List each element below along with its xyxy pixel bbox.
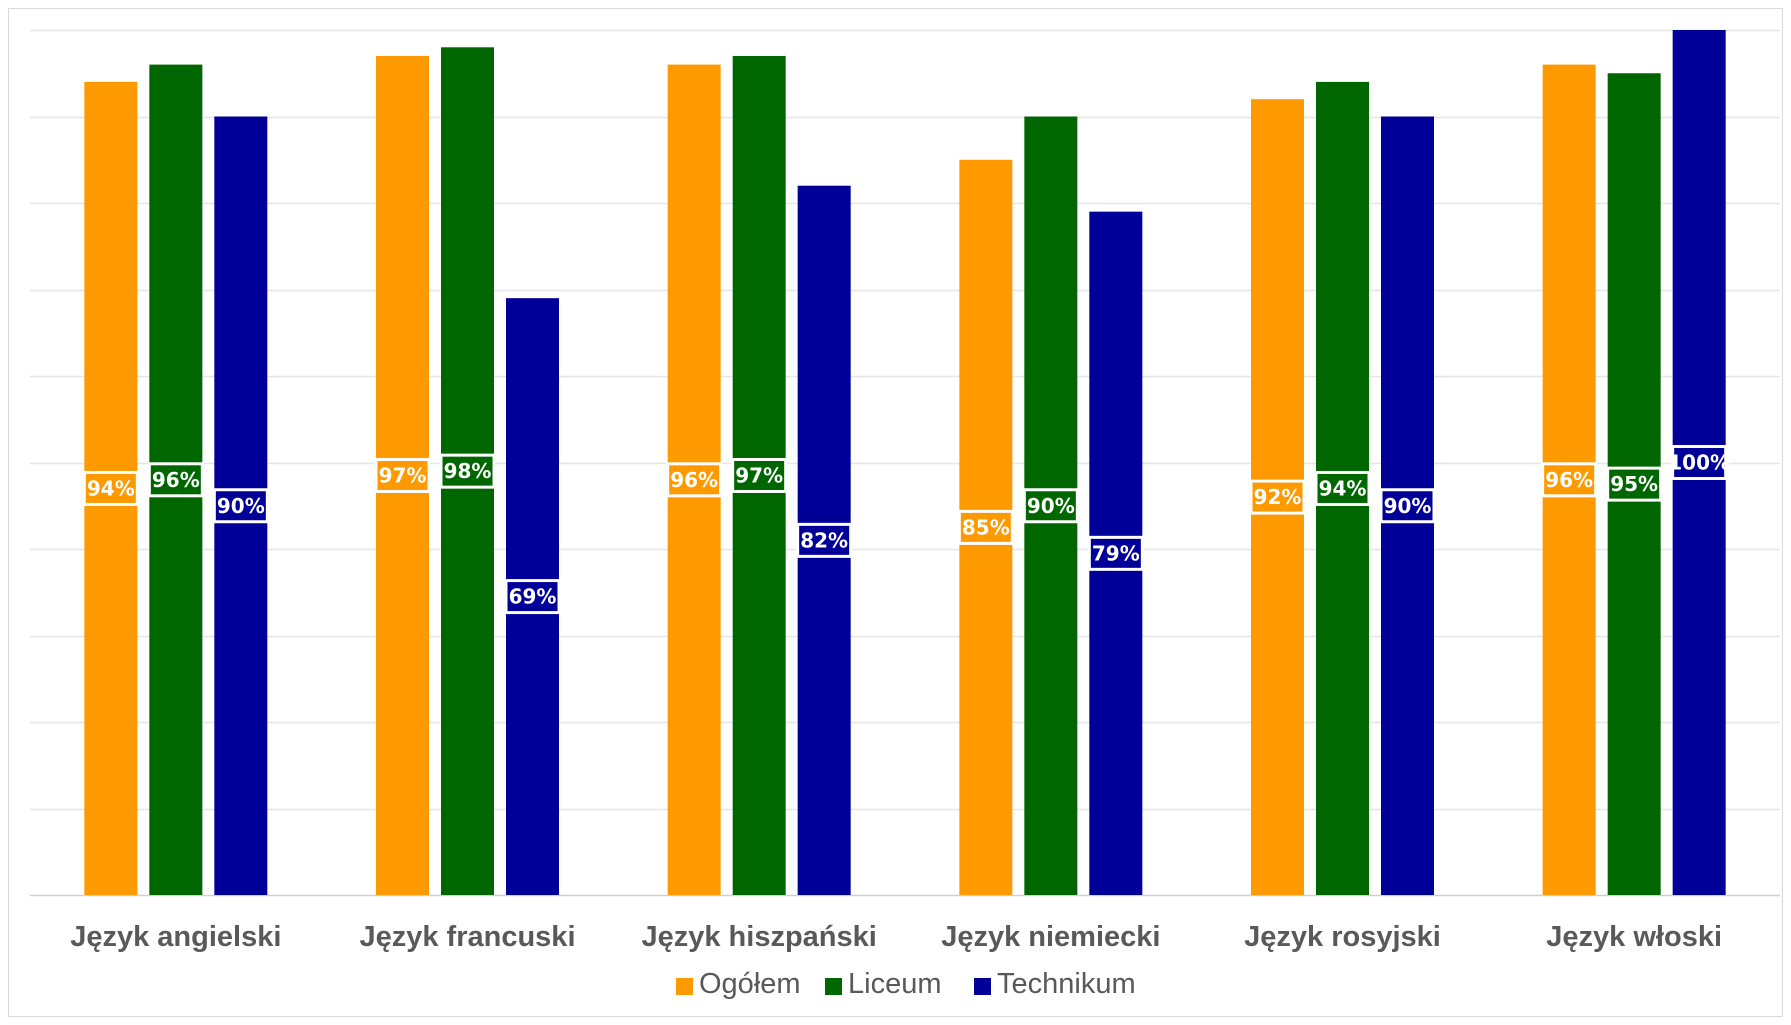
category-label: Język francuski: [359, 921, 575, 953]
data-label: 100%: [1668, 451, 1730, 475]
data-label: 90%: [1027, 494, 1075, 518]
data-label: 90%: [217, 494, 265, 518]
data-label-box: [212, 488, 269, 524]
data-label-box: [1022, 488, 1079, 524]
legend-swatch: [676, 978, 693, 995]
data-label: 69%: [509, 585, 557, 609]
data-label-box: [666, 462, 723, 498]
legend-swatch: [825, 978, 842, 995]
legend-entry: Liceum: [848, 968, 942, 1000]
data-label-box: [731, 457, 788, 493]
data-label-box: [796, 522, 853, 558]
category-label: Język angielski: [70, 921, 281, 953]
data-label: 95%: [1610, 472, 1658, 496]
chart-frame: [8, 8, 1783, 1017]
data-label: 98%: [444, 459, 492, 483]
data-label-box: [1314, 470, 1371, 506]
data-label: 82%: [800, 528, 848, 552]
category-label: Język hiszpański: [641, 921, 876, 953]
data-label-box: [1606, 466, 1663, 502]
category-label: Język włoski: [1546, 921, 1722, 953]
data-label: 79%: [1092, 541, 1140, 565]
data-label-box: [504, 579, 561, 615]
data-label-box: [957, 509, 1014, 545]
category-label: Język rosyjski: [1244, 921, 1441, 953]
category-label: Język niemiecki: [941, 921, 1160, 953]
data-label-box: [1671, 445, 1728, 480]
data-label-box: [1379, 488, 1436, 524]
data-label: 96%: [670, 468, 718, 492]
data-label-box: [374, 457, 431, 493]
legend-swatch: [974, 978, 991, 995]
legend-entry: Technikum: [997, 968, 1136, 1000]
data-label-box: [439, 453, 496, 489]
data-label: 94%: [87, 476, 135, 500]
data-label: 96%: [1545, 468, 1593, 492]
data-label: 90%: [1384, 494, 1432, 518]
data-label-box: [1087, 535, 1144, 571]
data-label-box: [1541, 462, 1598, 498]
data-label: 85%: [962, 515, 1010, 539]
legend-entry: Ogółem: [699, 968, 801, 1000]
data-label: 97%: [379, 463, 427, 487]
data-label: 94%: [1319, 476, 1367, 500]
data-label-box: [82, 470, 139, 506]
data-label-box: [147, 462, 204, 498]
data-label-box: [1249, 479, 1306, 515]
data-label: 97%: [735, 463, 783, 487]
data-label: 92%: [1254, 485, 1302, 509]
data-label: 96%: [152, 468, 200, 492]
